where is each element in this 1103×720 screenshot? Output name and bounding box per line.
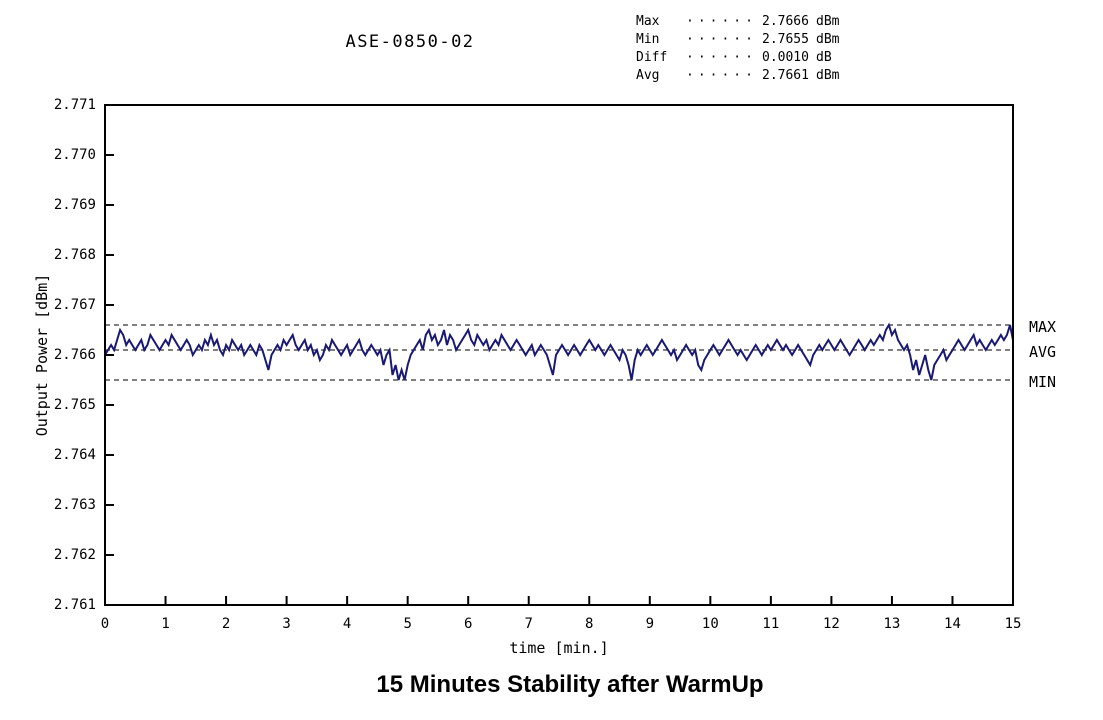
x-tick-label: 2 <box>221 616 231 632</box>
stats-row-min: Min ······ 2.7655 dBm <box>636 31 839 49</box>
power-trace <box>104 322 1014 381</box>
x-tick-label: 11 <box>762 616 780 632</box>
y-tick-label: 2.769 <box>53 197 96 213</box>
stat-value: 2.7655 <box>762 32 809 47</box>
y-tick-label: 2.762 <box>53 547 96 563</box>
x-tick-label: 15 <box>1004 616 1022 632</box>
ref-line-label-avg: AVG <box>1029 343 1057 361</box>
stat-dots: ······ <box>686 68 757 83</box>
stat-label: Min <box>636 32 660 47</box>
stats-row-max: Max ······ 2.7666 dBm <box>636 13 839 31</box>
y-tick-label: 2.768 <box>53 247 96 263</box>
x-tick-label: 1 <box>161 616 170 632</box>
y-tick-label: 2.766 <box>53 347 96 363</box>
x-tick-label: 7 <box>524 616 533 632</box>
x-tick-label: 9 <box>645 616 655 632</box>
stats-row-avg: Avg ······ 2.7661 dBm <box>636 67 839 85</box>
x-tick-label: 4 <box>342 616 352 632</box>
stat-value: 0.0010 <box>762 50 809 65</box>
stat-unit: dBm <box>816 32 840 47</box>
stat-label: Avg <box>636 68 660 83</box>
x-tick-label: 0 <box>100 616 110 632</box>
ref-line-label-min: MIN <box>1029 373 1057 391</box>
x-tick-label: 14 <box>944 616 961 632</box>
stat-unit: dBm <box>816 68 840 83</box>
stat-label: Diff <box>636 50 668 65</box>
stat-value: 2.7661 <box>762 68 809 83</box>
plot-frame <box>104 104 1014 606</box>
stat-dots: ······ <box>686 50 757 65</box>
stat-dots: ······ <box>686 32 757 47</box>
x-tick-label: 8 <box>585 616 594 632</box>
y-tick-label: 2.764 <box>53 447 96 463</box>
stat-unit: dB <box>816 50 832 65</box>
x-tick-label: 5 <box>403 616 412 632</box>
stat-value: 2.7666 <box>762 14 809 29</box>
stat-label: Max <box>636 14 660 29</box>
stats-box: Max ······ 2.7666 dBm Min ······ 2.7655 … <box>636 13 839 85</box>
stat-dots: ······ <box>686 14 757 29</box>
x-tick-label: 12 <box>822 616 840 632</box>
y-tick-label: 2.761 <box>53 597 96 613</box>
x-tick-label: 10 <box>701 616 719 632</box>
chart-title: ASE-0850-02 <box>345 32 475 52</box>
x-tick-label: 13 <box>883 616 901 632</box>
x-axis-title: time [min.] <box>509 639 609 657</box>
y-tick-label: 2.770 <box>53 147 96 163</box>
bottom-title: 15 Minutes Stability after WarmUp <box>376 671 764 698</box>
x-tick-label: 3 <box>282 616 291 632</box>
y-tick-label: 2.767 <box>53 297 96 313</box>
y-tick-label: 2.765 <box>53 397 96 413</box>
y-tick-label: 2.771 <box>53 97 96 113</box>
y-tick-label: 2.763 <box>53 497 96 513</box>
stat-unit: dBm <box>816 14 840 29</box>
stats-row-diff: Diff ······ 0.0010 dB <box>636 49 839 67</box>
ref-line-label-max: MAX <box>1029 318 1057 336</box>
x-tick-label: 6 <box>463 616 473 632</box>
